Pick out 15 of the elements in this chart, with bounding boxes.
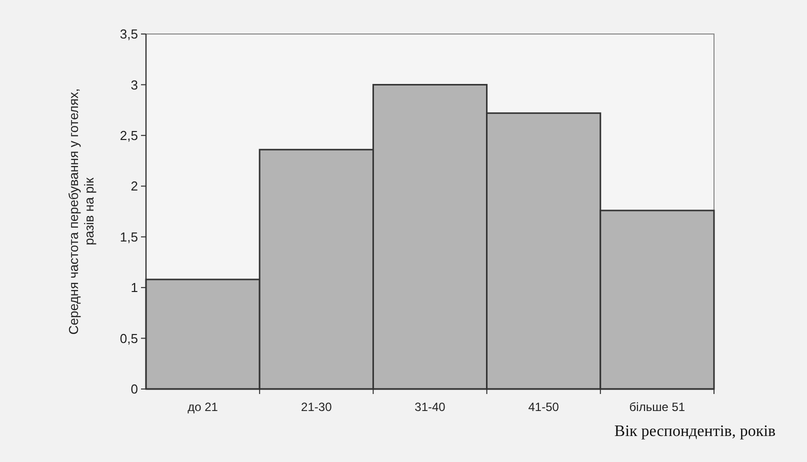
- x-tick-label: до 21: [188, 400, 218, 414]
- y-tick-label: 3,5: [120, 26, 138, 42]
- x-tick-label: 31-40: [414, 400, 446, 414]
- x-tick-label: 21-30: [301, 400, 332, 414]
- x-axis-title: Вік респондентів, років: [614, 423, 776, 440]
- y-tick-label: 2,5: [120, 128, 138, 143]
- y-tick-label: 0: [130, 382, 138, 397]
- y-tick-label: 0,5: [120, 330, 138, 346]
- y-tick-label: 2: [130, 178, 138, 194]
- y-axis-title: Середня частота перебування у готелях, разів на рік: [66, 88, 97, 335]
- x-tick-label: 41-50: [528, 400, 560, 414]
- y-tick-label: 1,5: [120, 229, 138, 244]
- y-tick-label: 1: [130, 280, 138, 296]
- y-tick-label: 3: [130, 77, 138, 92]
- x-tick-label: більше 51: [629, 400, 686, 414]
